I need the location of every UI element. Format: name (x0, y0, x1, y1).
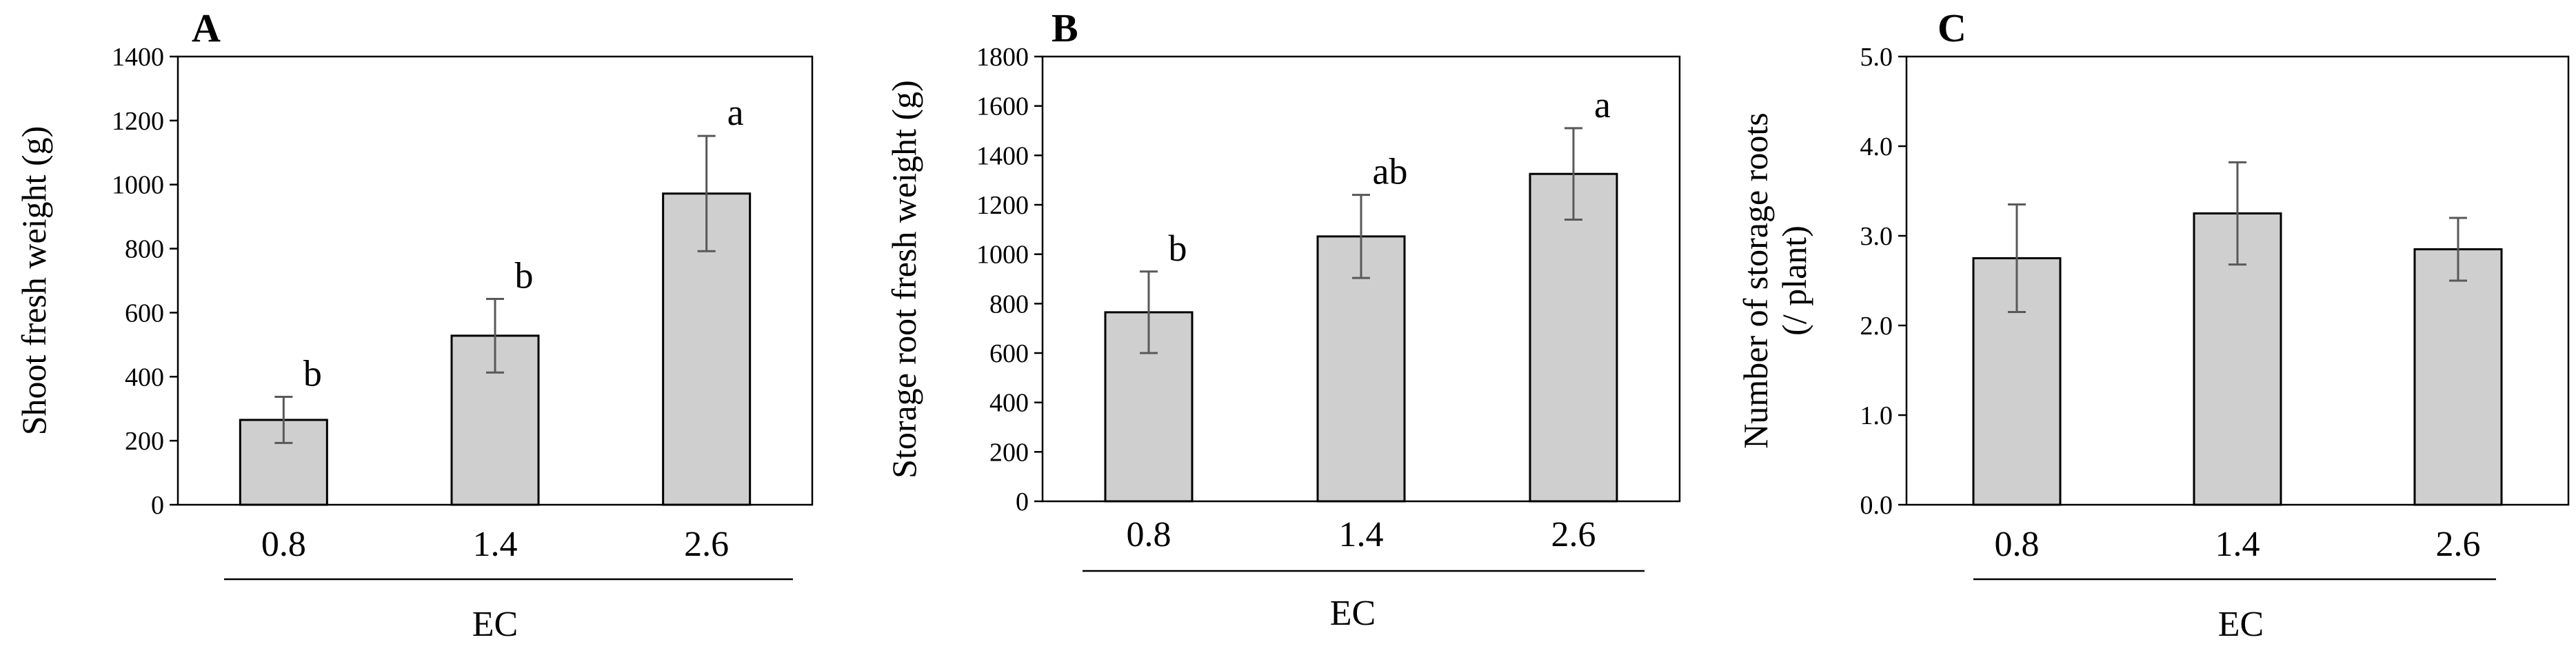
chart-panel-c: 0.0 1.0 2.0 3.0 4.0 5.0 0.8 1.4 2.6 EC Number of s… (1736, 6, 2570, 644)
significance-letter: b (1169, 228, 1187, 269)
bar (1529, 172, 1618, 503)
y-tick-label: 400 (125, 363, 164, 392)
y-tick-label: 800 (989, 290, 1029, 319)
y-tick-label: 0 (151, 491, 164, 520)
significance-letter: b (515, 254, 534, 296)
significance-letter: b (303, 353, 322, 394)
y-tick-label: 0.0 (1860, 491, 1893, 520)
significance-letter: ab (1373, 151, 1408, 192)
y-tick-label: 5.0 (1860, 43, 1893, 72)
chart-panel-a: 0 200 400 600 800 1000 1200 1400 b 0.8 b 1.4 a 2.6 EC S… (14, 6, 814, 644)
y-tick-label: 1400 (976, 141, 1029, 170)
x-axis-title: EC (1330, 594, 1376, 633)
y-tick-label: 1200 (976, 191, 1029, 220)
y-axis-title-line: (/ plant) (1775, 225, 1813, 336)
y-axis-title-line: Shoot fresh weight (g) (14, 126, 53, 436)
y-tick-label: 1600 (976, 92, 1029, 121)
x-tick-label: 2.6 (1551, 515, 1596, 554)
y-tick-label: 1200 (112, 107, 164, 136)
significance-letter: a (727, 92, 744, 133)
y-axis-title: Shoot fresh weight (g) (14, 126, 53, 436)
y-tick-label: 800 (125, 235, 164, 264)
y-tick-label: 4.0 (1860, 132, 1893, 161)
x-axis-title: EC (472, 605, 518, 644)
y-tick-label: 1400 (112, 43, 164, 72)
y-tick-label: 600 (989, 339, 1029, 368)
bar (2413, 248, 2503, 506)
y-axis-title-line: Number of storage roots (1736, 112, 1775, 448)
y-tick-label: 200 (125, 427, 164, 456)
y-axis-title-line: Storage root fresh weight (g) (885, 80, 923, 479)
x-tick-label: 1.4 (1339, 515, 1384, 554)
x-tick-label: 0.8 (261, 525, 306, 564)
y-tick-label: 1000 (112, 171, 164, 200)
y-tick-label: 2.0 (1860, 312, 1893, 341)
panel-label: B (1051, 6, 1078, 50)
x-tick-label: 1.4 (473, 525, 518, 564)
y-tick-label: 1800 (976, 43, 1029, 72)
bar (1316, 235, 1406, 503)
panel-label: C (1938, 6, 1966, 50)
x-tick-label: 1.4 (2215, 525, 2260, 564)
y-axis-title: Number of storage roots(/ plant) (1736, 112, 1813, 448)
y-tick-label: 400 (989, 389, 1029, 418)
y-tick-label: 3.0 (1860, 222, 1893, 251)
x-tick-label: 0.8 (1995, 525, 2040, 564)
y-tick-label: 600 (125, 299, 164, 328)
x-tick-label: 0.8 (1127, 515, 1171, 554)
y-tick-label: 1.0 (1860, 401, 1893, 430)
panel-label: A (192, 6, 221, 50)
significance-letter: a (1594, 84, 1611, 125)
chart-panel-b: 0 200 400 600 800 1000 1200 1400 1600 1800 b 0.8 ab 1… (885, 6, 1681, 633)
x-tick-label: 2.6 (684, 525, 729, 564)
x-axis-title: EC (2218, 605, 2264, 644)
y-tick-label: 200 (989, 438, 1029, 467)
x-tick-label: 2.6 (2436, 525, 2481, 564)
bar (239, 419, 328, 506)
y-tick-label: 1000 (976, 241, 1029, 270)
y-axis-title: Storage root fresh weight (g) (885, 80, 923, 479)
y-tick-label: 0 (1016, 488, 1029, 516)
